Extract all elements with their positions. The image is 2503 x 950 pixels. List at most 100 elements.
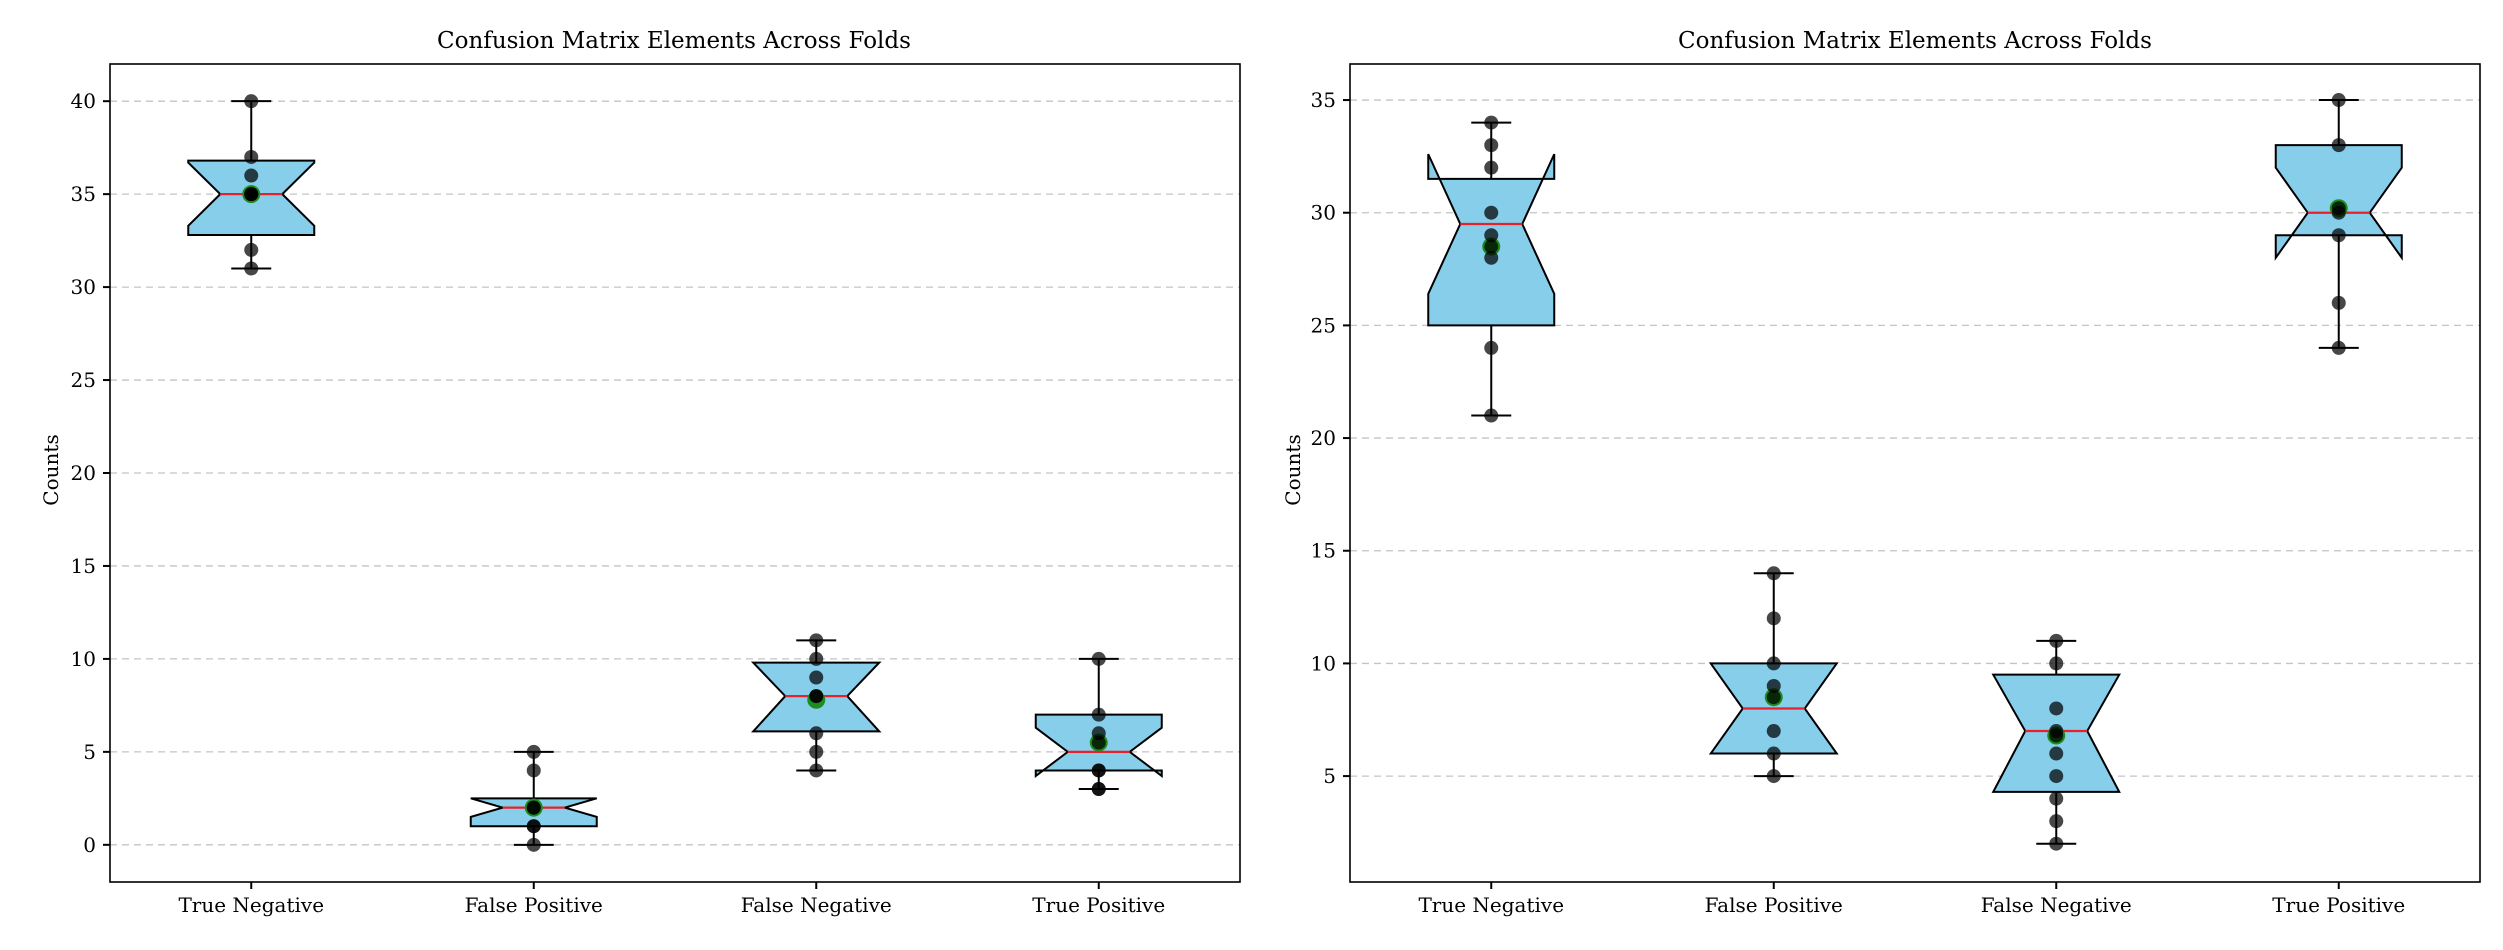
fold-point	[1091, 735, 1106, 750]
left-y-tick-label: 15	[71, 554, 96, 578]
right-box-false-negative	[1991, 633, 2121, 851]
right-box-true-positive	[2274, 93, 2403, 355]
left-gridlines	[110, 100, 1240, 846]
fold-point	[1484, 239, 1499, 254]
fold-point	[2331, 295, 2346, 310]
fold-point	[2049, 656, 2064, 671]
left-chart-title: Confusion Matrix Elements Across Folds	[437, 28, 911, 54]
right-box-false-positive	[1708, 566, 1839, 784]
left-x-tick-label: True Positive	[1032, 893, 1165, 917]
left-plot-frame	[109, 63, 1241, 883]
left-y-tick-label: 10	[71, 647, 96, 671]
right-x-tick-label: True Negative	[1418, 893, 1564, 917]
fold-point	[2049, 791, 2064, 806]
fold-point	[526, 800, 541, 815]
fold-point	[1766, 656, 1781, 671]
right-x-tick-label: True Positive	[2272, 893, 2405, 917]
fold-point	[1766, 690, 1781, 705]
fold-point	[2049, 746, 2064, 761]
fold-point	[2331, 340, 2346, 355]
fold-point	[244, 242, 259, 257]
fold-point	[1484, 250, 1499, 265]
fold-point	[2049, 814, 2064, 829]
fold-point	[1484, 160, 1499, 175]
fold-point	[1766, 746, 1781, 761]
fold-point	[1766, 611, 1781, 626]
fold-point	[244, 187, 259, 202]
fold-point	[2049, 701, 2064, 716]
fold-point	[1484, 138, 1499, 153]
fold-point	[2331, 93, 2346, 108]
right-chart-panel: Confusion Matrix Elements Across Folds C…	[1281, 28, 2481, 917]
left-box-true-positive	[1034, 651, 1163, 797]
fold-point	[526, 819, 541, 834]
left-box-false-negative	[750, 633, 882, 778]
fold-point	[2049, 769, 2064, 784]
right-x-tick-label: False Negative	[1981, 893, 2132, 917]
fold-point	[809, 670, 824, 685]
fold-point	[1484, 340, 1499, 355]
left-box-false-positive	[469, 744, 598, 852]
fold-point	[244, 168, 259, 183]
right-y-tick-label: 5	[1323, 764, 1336, 788]
fold-point	[809, 633, 824, 648]
right-x-tick-label: False Positive	[1705, 893, 1843, 917]
fold-point	[1766, 724, 1781, 739]
fold-point	[244, 261, 259, 276]
fold-point	[1766, 769, 1781, 784]
right-x-ticks: True Negative False Positive False Negativ…	[1418, 882, 2405, 917]
right-gridlines	[1350, 99, 2480, 777]
left-y-tick-label: 40	[71, 89, 96, 113]
fold-point	[809, 726, 824, 741]
fold-point	[809, 744, 824, 759]
fold-point	[2331, 205, 2346, 220]
fold-point	[1091, 763, 1106, 778]
left-boxes	[187, 94, 1163, 852]
right-y-tick-label: 25	[1311, 313, 1336, 337]
right-plot-frame	[1349, 63, 2481, 883]
fold-point	[1484, 115, 1499, 130]
fold-point	[1091, 707, 1106, 722]
fold-point	[1484, 205, 1499, 220]
right-y-tick-label: 10	[1311, 651, 1336, 675]
right-y-axis-label: Counts	[1281, 434, 1305, 505]
right-y-ticks: 5 10 15 20 25 30 35	[1311, 88, 1350, 788]
left-chart-panel: Confusion Matrix Elements Across Folds C…	[39, 28, 1241, 917]
right-y-tick-label: 15	[1311, 539, 1336, 563]
left-y-tick-label: 5	[83, 740, 96, 764]
left-x-ticks: True Negative False Positive False Negativ…	[178, 882, 1165, 917]
fold-point	[1091, 782, 1106, 797]
fold-point	[809, 763, 824, 778]
fold-point	[244, 94, 259, 109]
fold-point	[2331, 138, 2346, 153]
fold-point	[2049, 633, 2064, 648]
fold-point	[2331, 228, 2346, 243]
left-y-tick-label: 35	[71, 182, 96, 206]
right-chart-title: Confusion Matrix Elements Across Folds	[1678, 28, 2152, 54]
fold-point	[2049, 728, 2064, 743]
left-y-tick-label: 0	[83, 833, 96, 857]
left-y-tick-label: 30	[71, 275, 96, 299]
fold-point	[809, 651, 824, 666]
fold-point	[526, 837, 541, 852]
left-x-tick-label: True Negative	[178, 893, 324, 917]
left-x-tick-label: False Negative	[741, 893, 892, 917]
left-y-ticks: 0 5 10 15 20 25 30 35 40	[71, 89, 110, 857]
fold-point	[244, 149, 259, 164]
fold-point	[809, 689, 824, 704]
right-box-true-negative	[1427, 115, 1556, 423]
right-y-tick-label: 35	[1311, 88, 1336, 112]
left-box-true-negative	[187, 94, 316, 276]
fold-point	[1484, 408, 1499, 423]
fold-point	[1766, 678, 1781, 693]
fold-point	[1484, 228, 1499, 243]
left-y-tick-label: 25	[71, 368, 96, 392]
fold-point	[1766, 566, 1781, 581]
fold-point	[2049, 836, 2064, 851]
right-y-tick-label: 30	[1311, 201, 1336, 225]
fold-point	[526, 744, 541, 759]
fold-point	[526, 763, 541, 778]
right-boxes	[1427, 93, 2403, 851]
left-y-axis-label: Counts	[39, 434, 63, 505]
